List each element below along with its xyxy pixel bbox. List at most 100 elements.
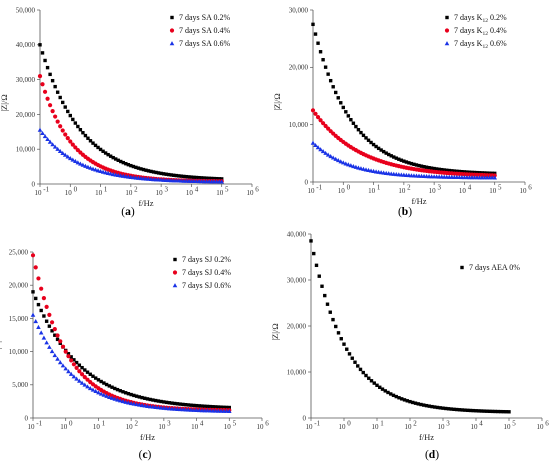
y-tick-label: 0 (25, 414, 29, 422)
x-tick-label: 10 (429, 187, 437, 195)
data-point (394, 156, 398, 160)
data-point (71, 117, 75, 122)
data-point (501, 409, 506, 414)
data-point (323, 293, 327, 298)
data-point (434, 167, 439, 171)
x-tick-exponent: 5 (498, 184, 502, 192)
data-point (310, 140, 316, 145)
data-point (82, 382, 88, 387)
data-point (159, 171, 163, 176)
data-point (79, 380, 85, 385)
data-point (61, 100, 65, 105)
data-point (141, 167, 146, 172)
data-point (50, 78, 55, 83)
data-point (121, 160, 125, 165)
data-point (98, 168, 103, 174)
series-0 (309, 239, 511, 414)
y-tick-label: 30,000 (16, 76, 36, 84)
data-point (214, 176, 219, 181)
x-tick-label: 10 (216, 189, 224, 197)
x-tick-label: 10 (339, 423, 347, 431)
x-tick-label: 10 (398, 187, 406, 195)
y-tick-label: 20,000 (287, 322, 307, 330)
data-point (341, 105, 345, 110)
x-tick-exponent: 4 (200, 420, 204, 428)
series-2 (30, 312, 232, 413)
y-tick-label: 30,000 (289, 6, 309, 14)
data-point (433, 405, 437, 409)
data-point (45, 96, 50, 101)
data-point (419, 164, 424, 168)
data-point (80, 365, 84, 370)
data-point (53, 114, 58, 119)
data-point (47, 344, 52, 349)
panel-caption: (d) (425, 449, 439, 461)
data-point (71, 362, 76, 367)
legend-marker (169, 28, 175, 33)
data-point (47, 139, 53, 144)
data-point (344, 110, 348, 114)
data-point (343, 161, 349, 166)
data-point (192, 175, 196, 180)
data-point (113, 386, 117, 391)
data-point (356, 364, 360, 368)
data-point (131, 164, 136, 169)
x-tick-exponent: 0 (347, 420, 351, 428)
x-tick-exponent: -1 (36, 420, 42, 428)
data-point (326, 72, 330, 76)
x-tick-exponent: 4 (468, 184, 472, 192)
data-point (397, 157, 401, 161)
legend-entry: 7 days K12 0.2% (454, 13, 507, 24)
data-point (311, 22, 315, 27)
data-point (78, 161, 83, 166)
data-point (69, 358, 74, 363)
data-point (79, 372, 85, 377)
data-point (389, 392, 393, 396)
data-point (77, 369, 82, 374)
data-point (335, 158, 341, 163)
data-point (38, 43, 42, 47)
legend-entry: 7 days AEA 0% (469, 263, 520, 272)
data-point (100, 169, 106, 174)
data-point (101, 392, 107, 397)
data-point (123, 391, 128, 395)
data-point (492, 175, 498, 180)
data-point (34, 296, 38, 301)
data-point (213, 405, 218, 409)
y-tick-label: 20,000 (16, 111, 36, 119)
data-point (364, 373, 368, 378)
data-point (117, 398, 123, 403)
data-point (309, 239, 313, 243)
data-point (118, 389, 122, 393)
data-point (384, 151, 388, 155)
x-tick-exponent: 3 (167, 420, 171, 428)
data-point (186, 403, 191, 407)
data-point (83, 163, 88, 168)
legend-entry: 7 days SJ 0.6% (182, 281, 231, 290)
data-point (40, 82, 45, 87)
data-point (37, 74, 43, 79)
data-point (488, 409, 492, 414)
data-point (94, 376, 98, 380)
data-point (31, 290, 35, 294)
data-point (63, 105, 67, 109)
x-tick-exponent: 6 (528, 184, 532, 192)
data-point (151, 170, 156, 174)
x-tick-label: 10 (306, 423, 314, 431)
data-point (107, 394, 112, 399)
data-point (202, 176, 206, 180)
data-point (468, 408, 473, 413)
data-point (318, 118, 323, 123)
data-point (364, 136, 368, 140)
data-point (90, 387, 96, 392)
data-point (397, 396, 401, 400)
data-point (85, 377, 90, 382)
data-point (399, 158, 404, 162)
x-tick-exponent: 2 (134, 186, 138, 194)
x-tick-exponent: 1 (377, 184, 381, 192)
x-axis-label: f/Hz (419, 432, 434, 442)
x-tick-exponent: 2 (413, 420, 417, 428)
x-tick-label: 10 (257, 423, 265, 431)
data-point (57, 360, 63, 365)
data-point (88, 165, 93, 170)
